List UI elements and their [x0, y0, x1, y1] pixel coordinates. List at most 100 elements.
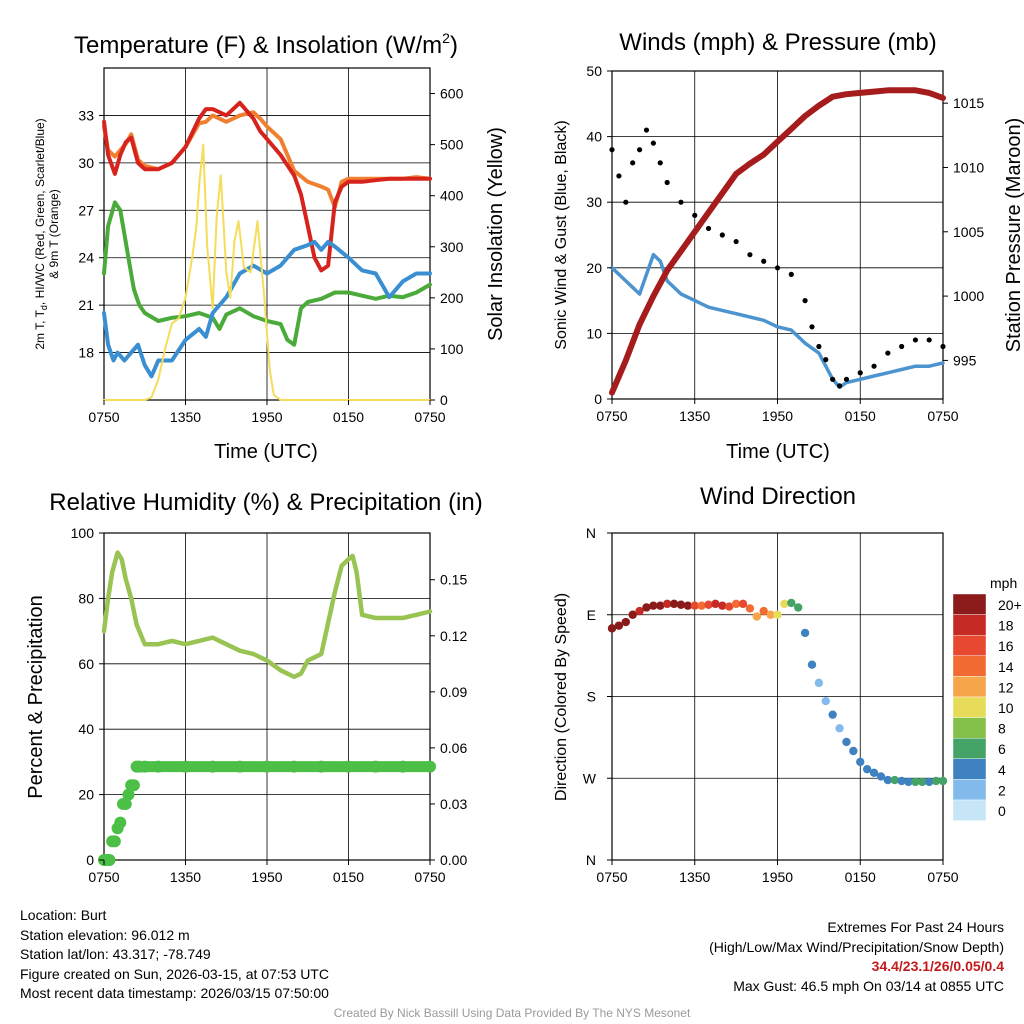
legend-swatch [952, 696, 987, 718]
x-tick-label: 0750 [927, 869, 958, 885]
gust-point [623, 199, 629, 205]
x-tick-label: 0750 [88, 409, 119, 425]
gust-point [836, 383, 843, 389]
y-tick-label: 40 [586, 129, 602, 145]
legend-label: 12 [998, 679, 1014, 695]
x-tick-label: 0750 [88, 869, 119, 885]
direction-point [842, 737, 851, 747]
gust-point [692, 212, 698, 218]
legend-swatch [952, 779, 987, 801]
x-tick-label: 0750 [596, 408, 627, 424]
y-axis-label: 2m T, Td, HI/WC (Red, Green, Scarlet/Blu… [33, 118, 49, 349]
x-tick-label: 0750 [596, 869, 627, 885]
precip-point [342, 760, 355, 773]
y2-tick-label: 200 [440, 290, 464, 306]
y2-tick-label: 0.15 [440, 572, 467, 588]
precip-point [206, 760, 219, 773]
y2-tick-label: 1015 [953, 95, 984, 111]
y2-tick-label: 500 [440, 137, 464, 153]
y-axis-label-line2: & 9m T (Orange) [47, 189, 61, 279]
x-tick-label: 0150 [333, 409, 364, 425]
x-tick-label: 0750 [414, 409, 445, 425]
y-tick-label: 0 [594, 391, 602, 407]
chart-title: Winds (mph) & Pressure (mb) [619, 29, 936, 56]
gust-point [802, 298, 808, 304]
precip-point [119, 797, 132, 810]
y2-tick-label: 995 [953, 352, 977, 368]
station-location: Location: Burt [20, 907, 107, 923]
direction-point [814, 678, 824, 688]
direction-point [628, 610, 637, 619]
direction-point [787, 598, 796, 608]
y-tick-label: 50 [586, 63, 602, 79]
gust-point [616, 173, 622, 179]
direction-point [683, 601, 693, 610]
x-tick-label: 0150 [845, 408, 876, 424]
legend-swatch [952, 738, 987, 760]
gust-point [857, 370, 863, 376]
y-tick-label: 10 [586, 325, 602, 341]
y-tick-label: 33 [78, 107, 94, 123]
legend-label: 2 [998, 782, 1006, 798]
direction-point [869, 768, 879, 777]
ylabel-part: , HI/WC (Red, Green, Scarlet/Blue) [33, 118, 47, 305]
y2-tick-label: 0.03 [440, 796, 467, 812]
series-station-pressure [609, 87, 946, 396]
speed-legend: mph 20+ 18 16 14 12 10 8 6 4 2 0 [952, 575, 1022, 821]
y-tick-label: 20 [586, 260, 602, 276]
x-tick-label: 1350 [170, 869, 201, 885]
direction-point [918, 777, 927, 787]
y-tick-label: 40 [78, 721, 94, 737]
series-solar-insolation [103, 143, 431, 401]
gust-point [871, 363, 877, 369]
precip-point [288, 760, 301, 773]
legend-label: 0 [998, 803, 1006, 819]
gust-point [636, 147, 643, 153]
direction-point [931, 776, 941, 786]
gust-point [678, 199, 684, 205]
y-tick-label: W [583, 770, 597, 786]
precip-point [369, 760, 382, 773]
precip-point [396, 760, 409, 773]
gust-point [664, 179, 670, 186]
y2-tick-label: 0.06 [440, 740, 467, 756]
direction-point [738, 599, 748, 609]
direction-point [938, 776, 948, 786]
x-tick-label: 1350 [170, 409, 201, 425]
y2-tick-label: 100 [440, 341, 464, 357]
y-tick-label: N [586, 852, 596, 868]
gust-point [940, 343, 946, 350]
extremes-title: Extremes For Past 24 Hours [827, 919, 1004, 935]
y-tick-label: 27 [78, 202, 94, 218]
legend-title: mph [990, 575, 1017, 591]
y2-tick-label: 0.00 [440, 852, 467, 868]
direction-point [635, 606, 644, 616]
x-tick-label: 1950 [762, 869, 793, 885]
ylabel-part: 2m T, T [33, 309, 47, 349]
figure-created: Figure created on Sun, 2026-03-15, at 07… [20, 965, 329, 982]
y2-tick-label: 1010 [953, 159, 984, 175]
y-tick-label: 0 [86, 852, 94, 868]
y2-tick-label: 400 [440, 188, 464, 204]
x-axis-label: Time (UTC) [214, 441, 318, 463]
x-tick-label: 0750 [927, 408, 958, 424]
y-axis-label: Sonic Wind & Gust (Blue, Black) [553, 120, 570, 349]
gust-point [650, 140, 656, 146]
y-tick-label: 80 [78, 590, 94, 606]
x-tick-label: 0150 [333, 869, 364, 885]
gust-point [609, 147, 615, 153]
gust-point [912, 337, 919, 343]
legend-swatch [952, 758, 987, 780]
y2-tick-label: 600 [440, 86, 464, 102]
direction-point [849, 746, 858, 756]
direction-point [835, 724, 844, 733]
direction-point [662, 599, 672, 609]
x-tick-label: 0150 [845, 869, 876, 885]
direction-point [862, 764, 872, 774]
y-tick-label: 21 [78, 297, 94, 313]
y-tick-label: 20 [78, 787, 94, 803]
gust-point [899, 343, 905, 350]
credit: Created By Nick Bassill Using Data Provi… [333, 1006, 691, 1020]
legend-label: 10 [998, 700, 1014, 716]
gust-point [788, 271, 794, 277]
